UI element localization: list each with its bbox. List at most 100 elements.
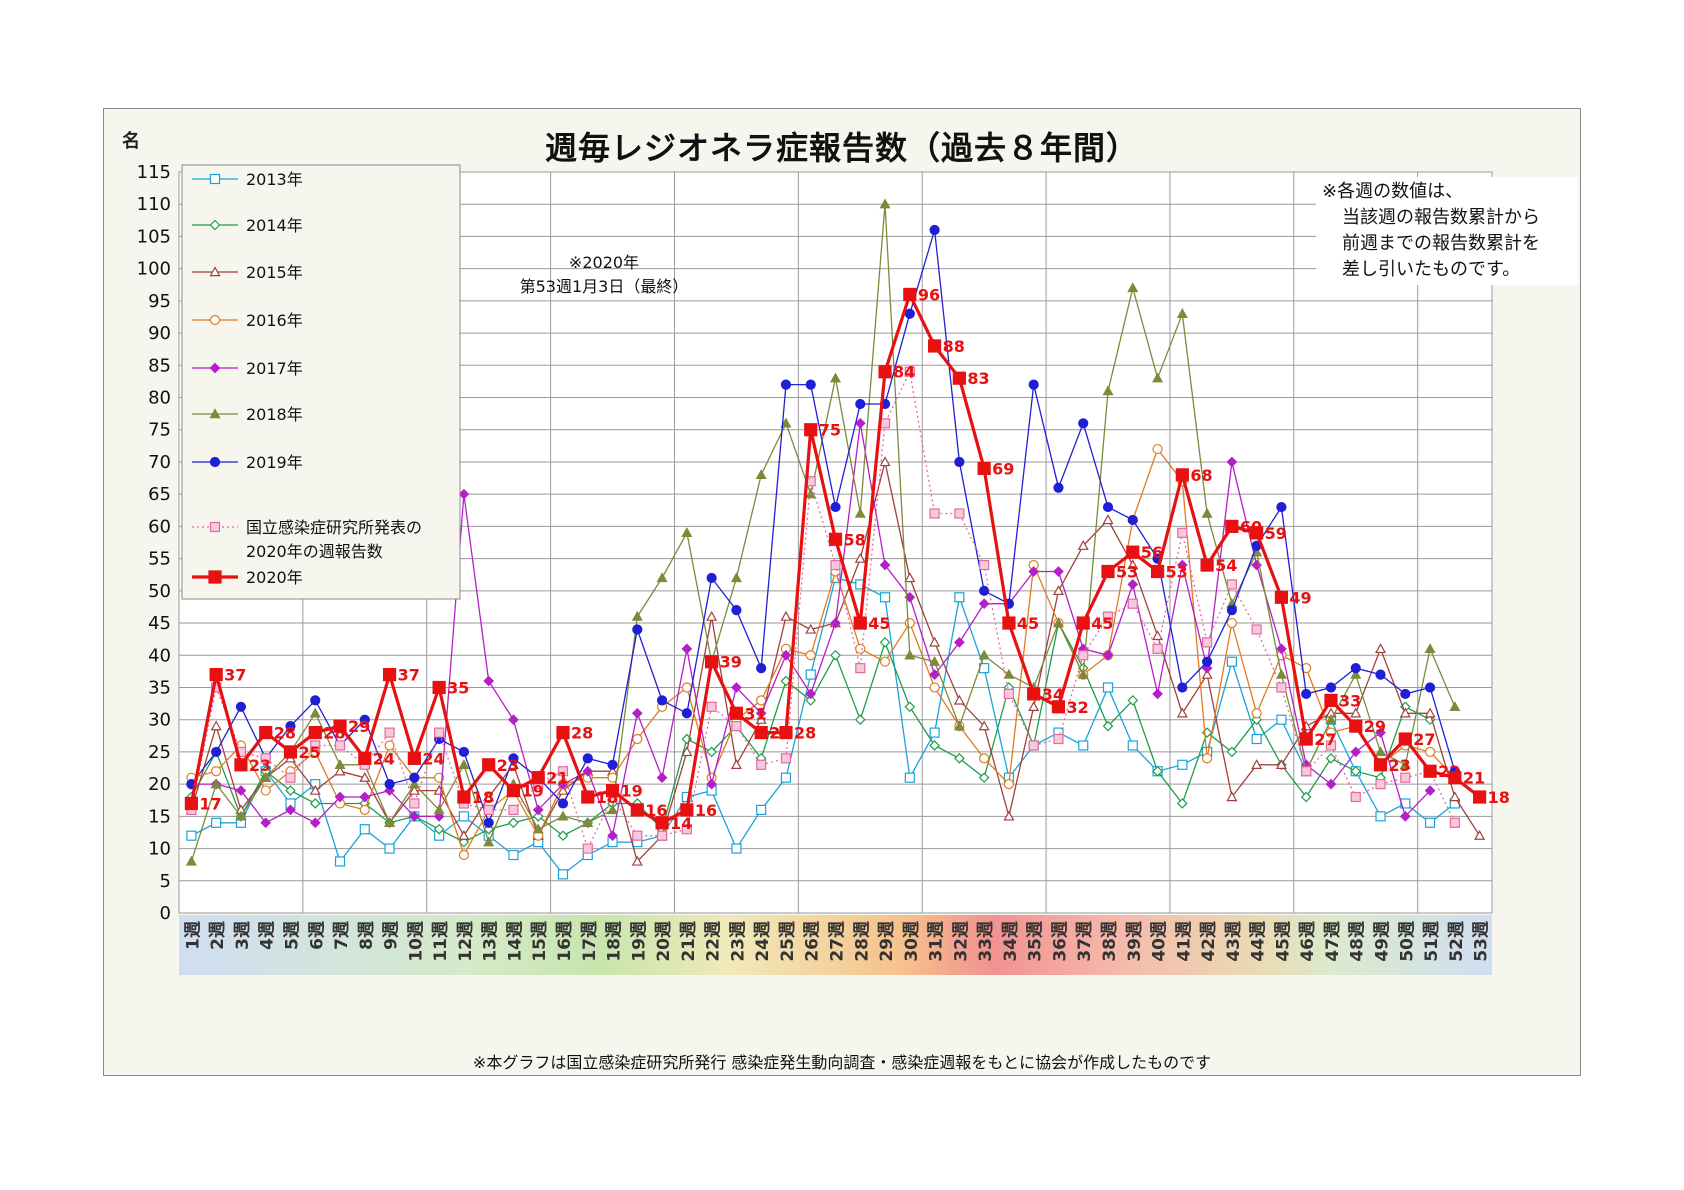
source-footnote: ※本グラフは国立感染症研究所発行 感染症発生動向調査・感染症週報をもとに協会が作…: [472, 1053, 1212, 1072]
data-point: [384, 843, 395, 854]
data-point: [458, 759, 470, 770]
x-tick-label: 1週: [183, 921, 203, 950]
data-point: [1003, 688, 1015, 700]
data-point: [209, 667, 223, 682]
data-point: [1102, 385, 1114, 396]
data-point: [1301, 766, 1312, 777]
data-point: [1474, 829, 1486, 840]
legend-label: 2018年: [246, 405, 303, 424]
data-point: [929, 224, 940, 236]
data-point: [879, 559, 891, 571]
data-point: [235, 701, 247, 712]
legend-item: 2015年: [192, 263, 303, 282]
x-tick-label: 43週: [1224, 921, 1244, 962]
data-point: [532, 823, 544, 834]
data-point: [433, 804, 445, 815]
data-label: 28: [571, 724, 593, 743]
data-point: [854, 552, 866, 563]
data-point: [458, 488, 470, 500]
data-point: [508, 817, 519, 829]
data-point: [1177, 682, 1188, 693]
data-point: [978, 598, 990, 610]
legend-item: 2017年: [192, 359, 303, 378]
data-label: 53: [1166, 562, 1188, 581]
data-point: [756, 695, 767, 706]
data-label: 14: [670, 814, 692, 833]
x-tick-label: 39週: [1125, 921, 1145, 962]
data-point: [1202, 656, 1213, 667]
data-point: [308, 725, 322, 740]
data-point: [830, 617, 841, 629]
y-tick-label: 35: [148, 677, 171, 698]
data-point: [235, 785, 247, 796]
y-tick-label: 30: [148, 710, 171, 731]
data-point: [359, 791, 371, 803]
data-point: [260, 785, 271, 796]
data-point: [1177, 759, 1188, 770]
data-point: [409, 772, 420, 783]
data-point: [780, 772, 792, 783]
data-point: [1375, 811, 1386, 822]
data-point: [1424, 643, 1436, 654]
data-label: 27: [1413, 730, 1435, 749]
data-point: [607, 804, 619, 815]
data-point: [359, 714, 370, 725]
data-point: [1276, 714, 1287, 725]
legend: 2013年 2014年 2015年 2016年 2017年 2018年 2019年国立感染症…: [181, 164, 461, 600]
data-point: [927, 339, 942, 353]
data-label: 60: [1240, 517, 1262, 536]
data-label: 22: [1438, 762, 1460, 781]
data-point: [1398, 732, 1412, 746]
y-tick-label: 15: [148, 806, 171, 827]
y-tick-label: 40: [148, 645, 171, 666]
data-point: [1473, 790, 1487, 804]
x-tick-label: 49週: [1373, 921, 1393, 962]
data-point: [209, 408, 221, 419]
note-2020-final-week: ※2020年 第53週1月3日（最終）: [484, 251, 724, 299]
x-tick-label: 7週: [332, 921, 352, 950]
data-point: [1325, 778, 1337, 790]
x-tick-labels: 1週 2週 3週 4週 5週 6週 7週 8週 9週 10週 11週 12週 13週 14週 15週 16週 1…: [183, 921, 1491, 962]
x-tick-label: 32週: [951, 921, 971, 962]
data-point: [582, 753, 593, 764]
x-tick-label: 13週: [481, 921, 501, 962]
data-point: [1102, 501, 1114, 513]
data-point: [260, 817, 272, 829]
data-point: [954, 753, 965, 764]
data-label: 18: [596, 788, 618, 807]
data-point: [730, 759, 742, 770]
legend-label: 2016年: [246, 311, 303, 330]
data-point: [681, 746, 693, 757]
x-tick-label: 12週: [456, 921, 476, 962]
data-point: [879, 656, 891, 667]
data-point: [531, 771, 545, 785]
data-point: [260, 771, 272, 782]
data-point: [1028, 566, 1040, 577]
data-label: 21: [546, 769, 568, 788]
data-point: [382, 667, 397, 682]
data-point: [830, 559, 841, 571]
data-point: [211, 817, 222, 828]
data-point: [979, 753, 990, 764]
data-label: 54: [1215, 556, 1237, 575]
data-point: [532, 804, 544, 816]
x-tick-label: 41週: [1174, 921, 1194, 962]
data-point: [1028, 740, 1039, 751]
data-point: [1176, 308, 1188, 318]
data-point: [1400, 688, 1411, 700]
data-point: [1152, 688, 1163, 700]
data-point: [1200, 558, 1214, 572]
data-point: [310, 695, 321, 706]
data-point: [1226, 791, 1238, 802]
data-point: [1301, 688, 1312, 700]
data-point: [359, 804, 370, 816]
data-label: 68: [1190, 466, 1212, 485]
data-point: [607, 830, 618, 842]
data-point: [904, 308, 915, 319]
data-point: [954, 508, 965, 519]
data-point: [879, 637, 891, 648]
data-point: [1226, 579, 1237, 590]
data-point: [1449, 817, 1460, 828]
legend-item: 国立感染症研究所発表の 2020年の週報告数: [192, 518, 422, 561]
data-point: [904, 701, 916, 713]
